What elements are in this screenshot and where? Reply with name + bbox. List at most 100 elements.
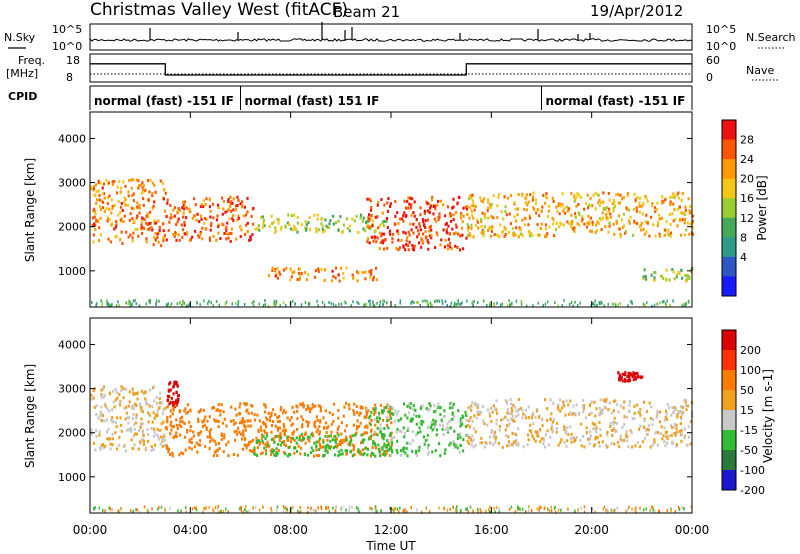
power-cell xyxy=(298,277,301,281)
velocity-cell xyxy=(684,399,688,403)
velocity-cell xyxy=(215,419,218,423)
velocity-cell xyxy=(111,443,114,447)
velocity-cell xyxy=(253,449,256,453)
velocity-cell xyxy=(433,404,436,408)
velocity-cell xyxy=(511,432,514,435)
velocity-cell xyxy=(508,412,511,416)
power-cell xyxy=(398,246,401,250)
power-cell xyxy=(589,197,592,200)
velocity-cell xyxy=(498,425,502,428)
velocity-cell xyxy=(529,423,532,427)
velocity-cell xyxy=(492,443,495,447)
power-cell xyxy=(493,233,496,237)
power-cell xyxy=(196,212,199,216)
velocity-cell xyxy=(125,405,128,409)
velocity-cell xyxy=(559,398,562,402)
velocity-cell xyxy=(153,416,156,420)
velocity-cell xyxy=(134,402,137,406)
velocity-cell-near xyxy=(508,507,511,511)
velocity-cell xyxy=(263,430,267,434)
power-cell xyxy=(366,240,369,244)
power-cell xyxy=(657,221,660,225)
power-cell xyxy=(386,226,389,229)
velocity-cell-near xyxy=(340,508,342,512)
velocity-cell xyxy=(626,374,629,378)
velocity-cell xyxy=(446,428,449,432)
power-cell-near xyxy=(328,300,330,304)
velocity-cell xyxy=(351,443,354,447)
power-cell-near xyxy=(285,303,287,307)
velocity-cell-near xyxy=(455,509,457,513)
velocity-cell-near xyxy=(510,505,513,509)
velocity-cell xyxy=(459,443,462,447)
velocity-cell xyxy=(642,425,645,429)
velocity-cell xyxy=(217,425,220,429)
velocity-cell-near xyxy=(248,509,250,513)
power-cell xyxy=(199,204,202,208)
velocity-cell xyxy=(639,445,642,448)
power-cell xyxy=(536,233,540,237)
velocity-cell xyxy=(289,440,293,444)
velocity-cell xyxy=(525,408,528,412)
power-cell xyxy=(671,268,674,271)
velocity-cell xyxy=(599,409,602,412)
power-colorbar-frame xyxy=(721,119,737,297)
power-cell xyxy=(496,216,499,219)
velocity-cell xyxy=(172,392,175,396)
power-cell xyxy=(515,219,518,223)
velocity-cell xyxy=(609,421,612,425)
power-cell xyxy=(684,274,687,278)
velocity-cell xyxy=(169,432,172,436)
velocity-cell xyxy=(213,450,217,454)
velocity-cell xyxy=(97,416,100,420)
velocity-cell xyxy=(238,430,241,434)
power-cell-near xyxy=(410,301,412,305)
velocity-cell xyxy=(370,429,373,433)
velocity-cell xyxy=(125,388,128,392)
power-cell-near xyxy=(511,301,513,305)
velocity-cell xyxy=(249,424,252,428)
velocity-cell xyxy=(504,433,508,437)
power-cell xyxy=(98,194,101,197)
cpid-label: CPID xyxy=(8,90,37,103)
power-cell xyxy=(397,221,400,225)
velocity-cell xyxy=(256,454,259,457)
velocity-cell xyxy=(626,415,629,419)
velocity-cell xyxy=(358,424,361,428)
velocity-cell xyxy=(588,404,591,407)
velocity-cell xyxy=(265,416,268,420)
power-cell xyxy=(632,233,635,237)
velocity-cell xyxy=(197,417,200,421)
power-cell xyxy=(517,235,520,239)
power-cell xyxy=(317,269,320,273)
velocity-cell xyxy=(345,438,348,442)
power-cell xyxy=(134,227,137,231)
velocity-cell xyxy=(360,433,363,437)
power-cell xyxy=(209,215,212,219)
velocity-cell xyxy=(415,422,418,426)
velocity-cell xyxy=(118,393,121,397)
velocity-cell xyxy=(323,425,326,429)
velocity-cell xyxy=(302,438,305,441)
velocity-cell xyxy=(141,410,145,414)
nave-tick-top: 60 xyxy=(706,54,720,67)
velocity-cell xyxy=(239,421,242,425)
power-cell-near xyxy=(135,302,138,306)
power-cell xyxy=(246,221,249,225)
power-cell xyxy=(221,212,224,216)
power-cell xyxy=(669,200,672,204)
velocity-cell xyxy=(665,412,668,416)
velocity-cell xyxy=(675,427,678,431)
power-cell xyxy=(472,235,475,239)
power-cell xyxy=(371,219,374,223)
power-cell xyxy=(121,241,124,245)
power-cell xyxy=(443,245,446,249)
velocity-cell xyxy=(374,454,377,458)
velocity-colorbar-tick-label: -15 xyxy=(740,424,758,437)
velocity-cell xyxy=(260,433,263,437)
velocity-cell xyxy=(394,409,397,413)
velocity-cell xyxy=(418,445,421,449)
velocity-cell xyxy=(101,396,104,400)
power-cell xyxy=(171,216,174,219)
power-cell xyxy=(602,191,605,195)
